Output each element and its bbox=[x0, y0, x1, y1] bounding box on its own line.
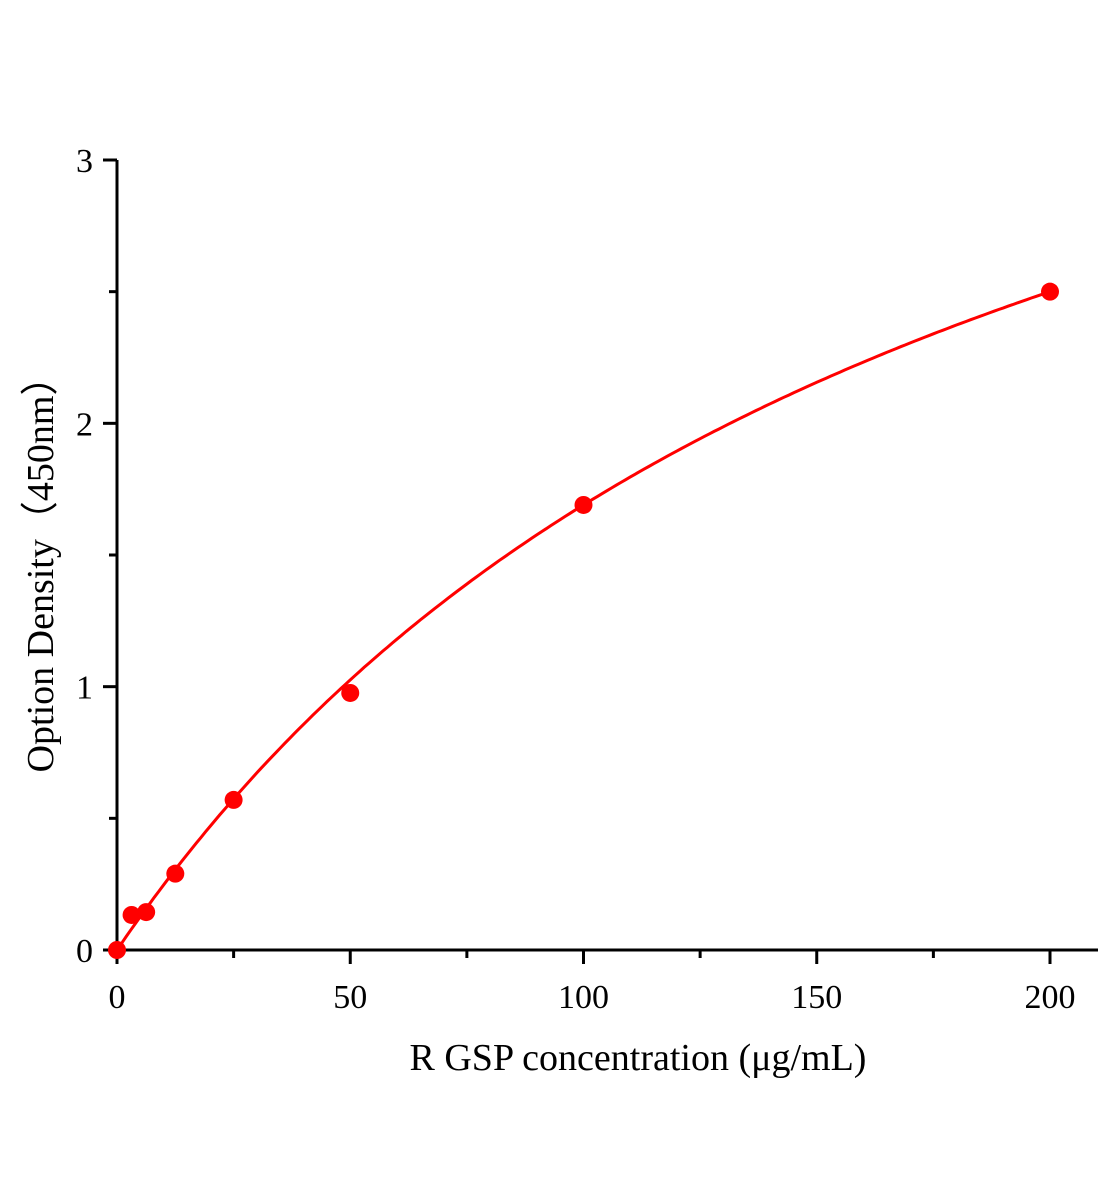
data-point bbox=[341, 683, 360, 702]
y-tick-label: 1 bbox=[76, 670, 93, 707]
x-tick-label: 200 bbox=[1025, 979, 1076, 1016]
x-tick-label: 150 bbox=[791, 979, 842, 1016]
data-points bbox=[108, 282, 1059, 959]
x-tick-label: 0 bbox=[109, 979, 126, 1016]
x-tick-label: 100 bbox=[558, 979, 609, 1016]
axes bbox=[103, 158, 1098, 964]
fit-curve-group bbox=[115, 290, 1051, 951]
data-point bbox=[224, 790, 243, 809]
data-point bbox=[1041, 282, 1059, 301]
data-point bbox=[137, 903, 156, 922]
data-point bbox=[166, 864, 185, 883]
data-point bbox=[574, 495, 593, 514]
y-axis-label: Option Density（450nm） bbox=[20, 358, 62, 773]
y-tick-label: 0 bbox=[76, 933, 93, 970]
x-axis-label: R GSP concentration (μg/mL) bbox=[410, 1037, 867, 1079]
y-tick-label: 2 bbox=[76, 406, 93, 443]
data-point bbox=[122, 905, 141, 924]
y-tick-label: 3 bbox=[76, 143, 93, 180]
tick-labels: 0 50 100 150 200 0 1 2 3 bbox=[76, 143, 1076, 1016]
fit-curve bbox=[115, 290, 1051, 951]
x-tick-label: 50 bbox=[333, 979, 367, 1016]
data-point bbox=[108, 941, 126, 959]
